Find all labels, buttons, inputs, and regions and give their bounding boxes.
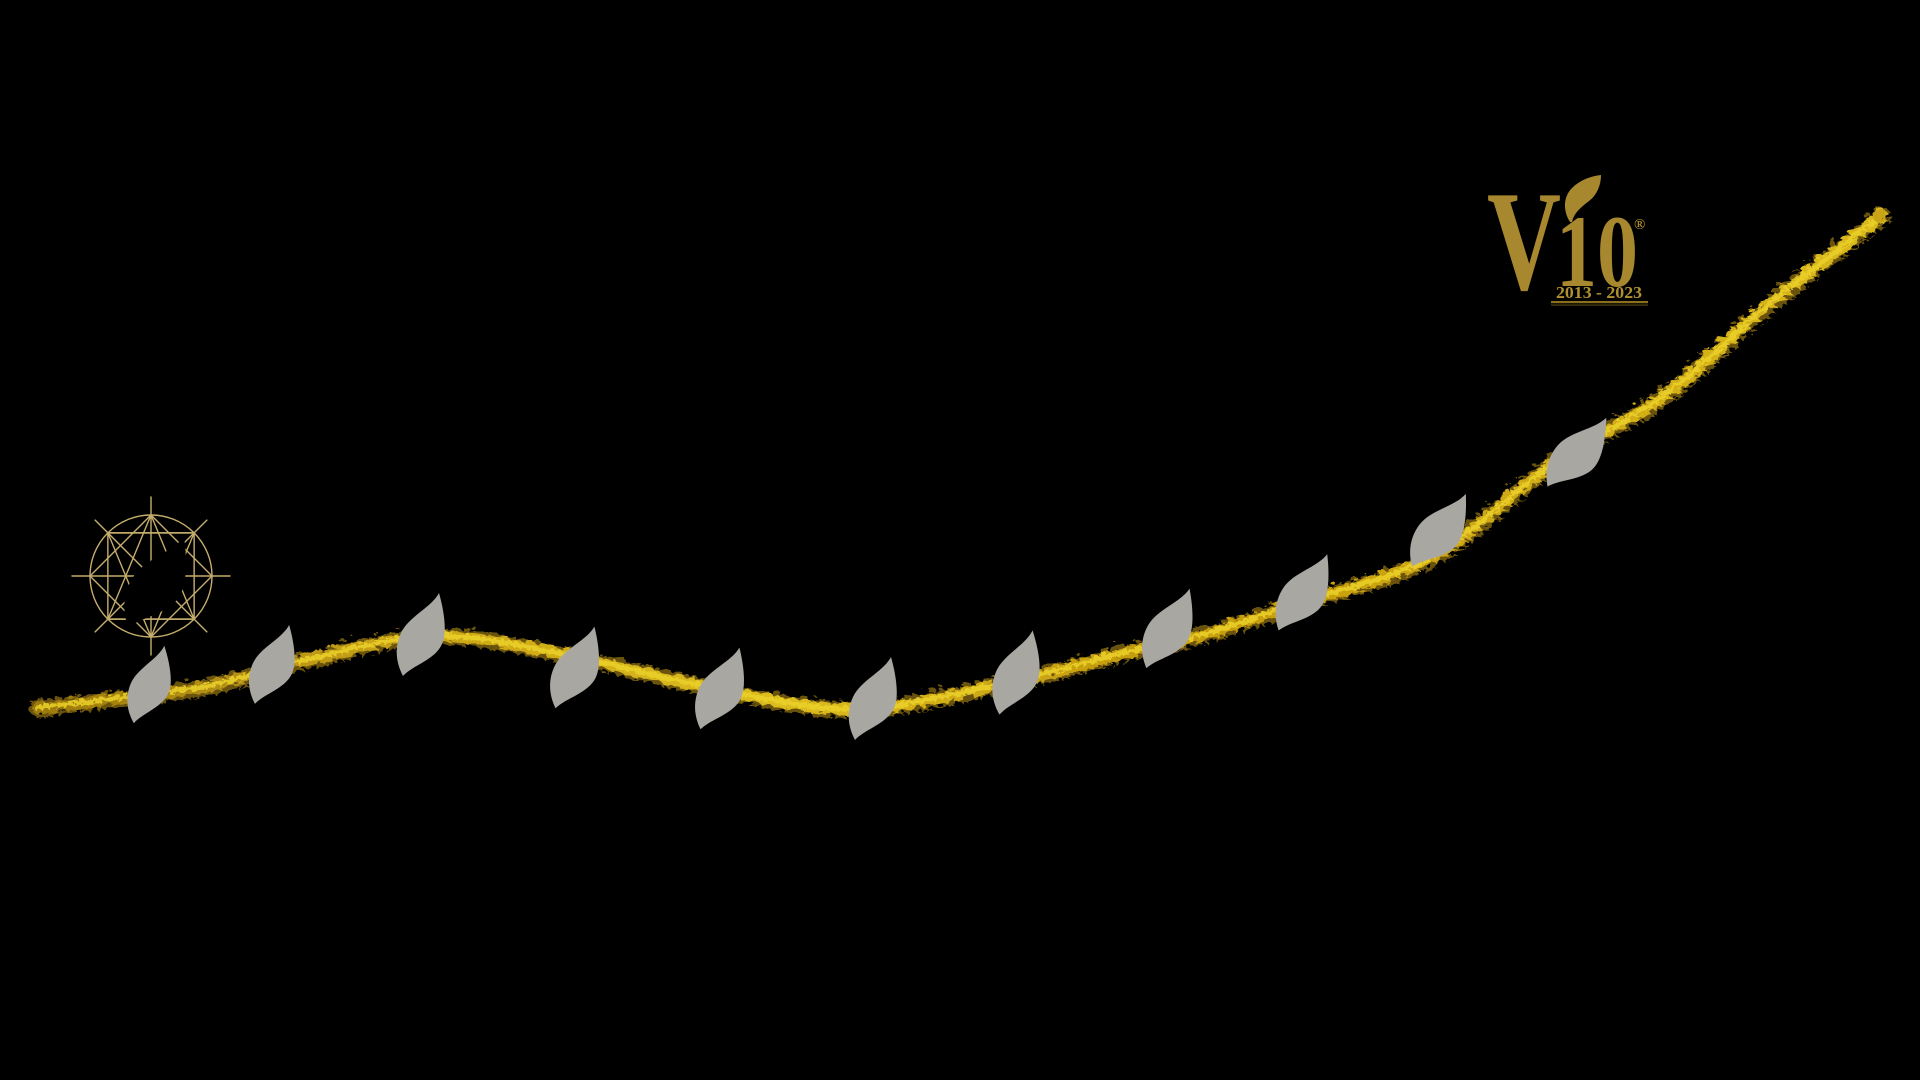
milestone-leaves	[127, 417, 1607, 740]
leaf-marker-icon	[1275, 554, 1329, 631]
logo-v: V	[1487, 162, 1561, 320]
leaf-marker-icon	[695, 647, 745, 730]
v10-anniversary-logo: V 10 ® 2013 - 2023	[1487, 162, 1648, 320]
logo-leaf-icon	[1564, 175, 1601, 222]
logo-registered-mark: ®	[1634, 217, 1645, 233]
leaf-marker-icon	[1410, 493, 1467, 567]
leaf-marker-icon	[1546, 417, 1607, 487]
emblem-dark-leaf-icon	[124, 536, 186, 628]
logo-rule-thin	[1551, 304, 1648, 306]
logo-rule	[1551, 301, 1648, 304]
leaf-marker-icon	[396, 593, 445, 676]
sacred-geometry-emblem-icon	[71, 496, 231, 656]
leaf-marker-icon	[992, 630, 1040, 715]
leaf-marker-icon	[550, 626, 600, 709]
leaf-marker-icon	[848, 657, 897, 740]
curve-highlight	[32, 210, 1883, 710]
leaf-marker-icon	[248, 625, 295, 704]
growth-curve	[27, 205, 1888, 716]
curve-tip-blob	[1871, 207, 1885, 221]
leaf-marker-icon	[1142, 588, 1193, 669]
logo-years: 2013 - 2023	[1556, 283, 1642, 302]
leaf-marker-icon	[127, 645, 171, 724]
